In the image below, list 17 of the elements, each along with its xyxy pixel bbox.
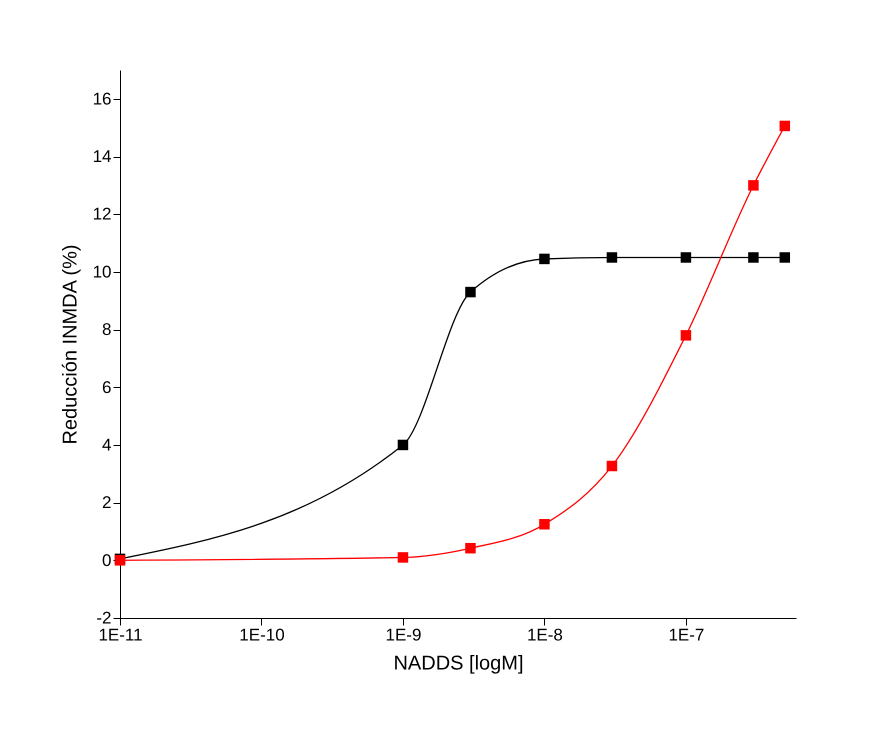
y-tick-label: 16 [92, 89, 112, 108]
x-tick-label: 1E-9 [385, 626, 422, 644]
y-tick-label: 0 [102, 550, 112, 570]
y-tick-label: 4 [102, 435, 112, 454]
y-tick-label: 14 [92, 147, 112, 166]
y-tick-label: -2 [96, 608, 112, 628]
x-tick-label: 1E-11 [98, 626, 143, 644]
y-tick-label: 12 [92, 204, 112, 224]
x-tick-label: 1E-7 [668, 626, 704, 644]
y-axis-title: Reducción INMDA (%) [60, 244, 82, 445]
y-tick-label: 2 [102, 493, 112, 512]
x-tick-label: 1E-8 [526, 626, 563, 644]
x-axis-title: NADDS [logM] [393, 652, 524, 674]
y-tick-label: 6 [102, 378, 112, 397]
x-tick-label: 1E-10 [239, 626, 285, 644]
y-tick-label: 10 [92, 262, 112, 282]
y-tick-label: 8 [102, 320, 112, 340]
